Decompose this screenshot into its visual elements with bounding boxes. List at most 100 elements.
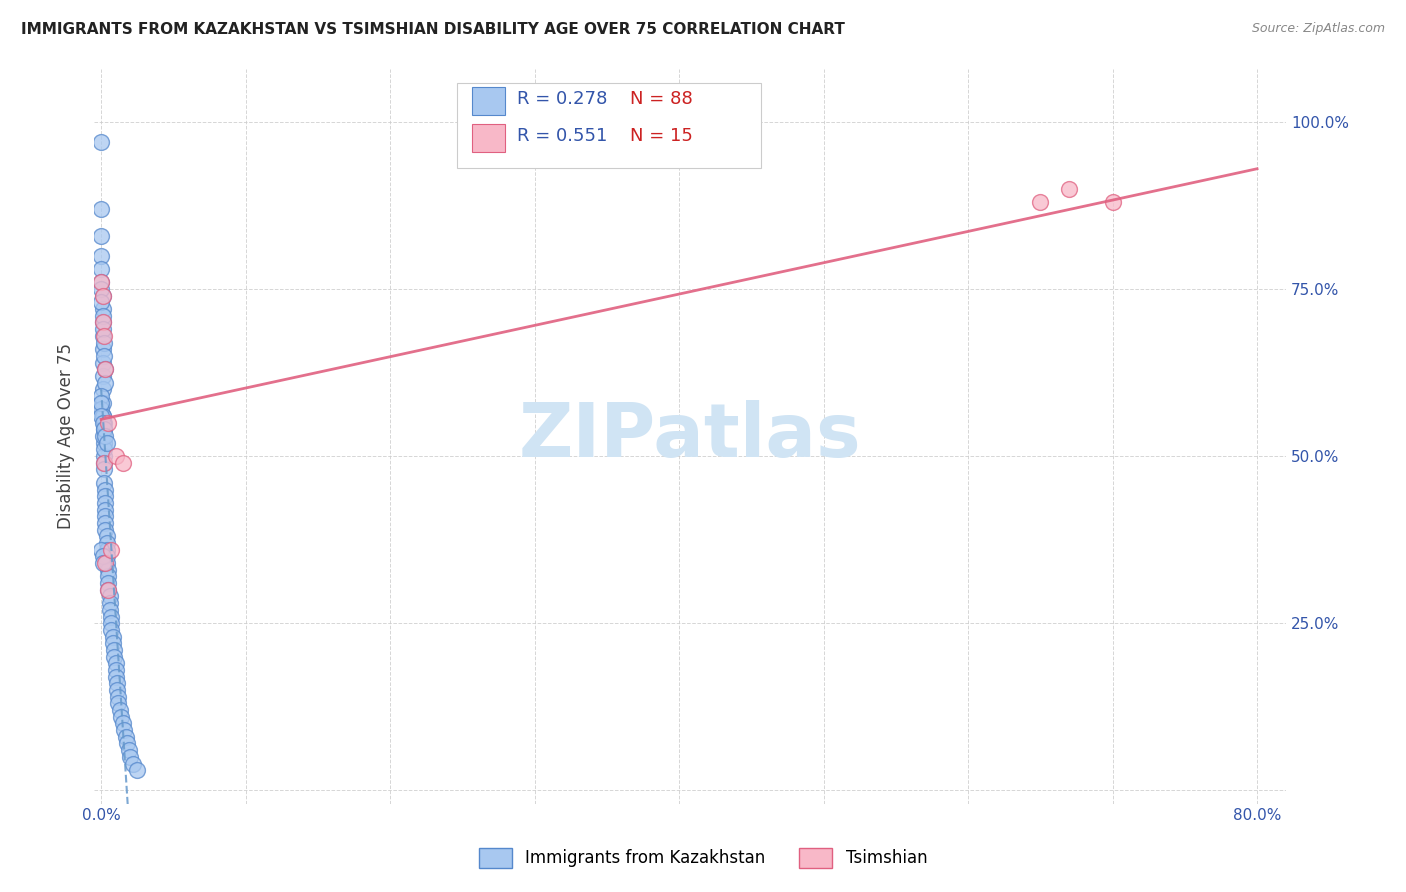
Point — [103, 649, 125, 664]
Point — [91, 316, 114, 330]
Point — [94, 496, 117, 510]
Point — [94, 376, 117, 390]
Point — [1029, 195, 1052, 210]
Point — [118, 749, 141, 764]
Point — [112, 723, 135, 738]
Point — [91, 409, 114, 423]
Point — [97, 582, 120, 597]
Point — [91, 556, 114, 570]
Point — [97, 569, 120, 583]
Point — [100, 623, 122, 637]
FancyBboxPatch shape — [457, 83, 762, 168]
Point — [101, 630, 124, 644]
Point — [97, 582, 120, 597]
Point — [104, 449, 127, 463]
Point — [111, 456, 134, 470]
Point — [93, 456, 115, 470]
Point — [90, 276, 112, 290]
Legend: Immigrants from Kazakhstan, Tsimshian: Immigrants from Kazakhstan, Tsimshian — [472, 841, 934, 875]
Point — [115, 736, 138, 750]
Text: Source: ZipAtlas.com: Source: ZipAtlas.com — [1251, 22, 1385, 36]
Point — [104, 670, 127, 684]
Point — [93, 416, 115, 430]
Point — [91, 409, 114, 423]
Text: N = 15: N = 15 — [630, 128, 693, 145]
Point — [94, 509, 117, 524]
Point — [94, 556, 117, 570]
Point — [93, 435, 115, 450]
Point — [98, 603, 121, 617]
Point — [111, 716, 134, 731]
Point — [90, 202, 112, 216]
Point — [94, 429, 117, 443]
Point — [117, 743, 139, 757]
Point — [90, 389, 112, 403]
Point — [91, 302, 114, 317]
Text: N = 88: N = 88 — [630, 90, 693, 109]
Point — [91, 549, 114, 564]
Point — [90, 395, 112, 409]
Point — [91, 382, 114, 396]
Point — [90, 542, 112, 557]
Point — [107, 690, 129, 704]
Point — [91, 355, 114, 369]
Point — [94, 489, 117, 503]
Text: R = 0.278: R = 0.278 — [517, 90, 607, 109]
Y-axis label: Disability Age Over 75: Disability Age Over 75 — [58, 343, 75, 529]
Point — [98, 596, 121, 610]
Point — [96, 435, 118, 450]
Point — [94, 516, 117, 530]
Point — [101, 636, 124, 650]
Point — [91, 322, 114, 336]
Point — [96, 556, 118, 570]
Point — [91, 416, 114, 430]
Point — [93, 328, 115, 343]
Point — [90, 282, 112, 296]
Point — [107, 697, 129, 711]
FancyBboxPatch shape — [472, 124, 505, 152]
Point — [90, 295, 112, 310]
Point — [110, 710, 132, 724]
Text: R = 0.551: R = 0.551 — [517, 128, 607, 145]
Point — [91, 342, 114, 356]
Point — [91, 316, 114, 330]
Point — [91, 309, 114, 323]
Point — [100, 542, 122, 557]
Text: ZIPatlas: ZIPatlas — [519, 400, 862, 473]
Point — [127, 763, 149, 777]
Point — [91, 395, 114, 409]
Point — [90, 402, 112, 417]
Point — [91, 289, 114, 303]
Point — [104, 657, 127, 671]
Point — [97, 563, 120, 577]
Point — [98, 590, 121, 604]
Point — [90, 228, 112, 243]
Point — [91, 289, 114, 303]
Point — [94, 523, 117, 537]
Point — [104, 663, 127, 677]
Point — [90, 262, 112, 277]
Point — [100, 616, 122, 631]
Point — [122, 756, 145, 771]
Point — [93, 335, 115, 350]
Point — [114, 730, 136, 744]
Point — [93, 422, 115, 436]
Point — [1101, 195, 1123, 210]
Point — [94, 362, 117, 376]
Point — [108, 703, 131, 717]
Point — [91, 368, 114, 383]
Point — [93, 422, 115, 436]
Point — [94, 502, 117, 516]
Text: IMMIGRANTS FROM KAZAKHSTAN VS TSIMSHIAN DISABILITY AGE OVER 75 CORRELATION CHART: IMMIGRANTS FROM KAZAKHSTAN VS TSIMSHIAN … — [21, 22, 845, 37]
Point — [105, 676, 128, 690]
Point — [96, 549, 118, 564]
Point — [93, 475, 115, 490]
Point — [90, 249, 112, 263]
Point — [90, 135, 112, 149]
Point — [91, 328, 114, 343]
Point — [90, 409, 112, 423]
Point — [91, 429, 114, 443]
Point — [93, 442, 115, 457]
Point — [103, 643, 125, 657]
FancyBboxPatch shape — [472, 87, 505, 115]
